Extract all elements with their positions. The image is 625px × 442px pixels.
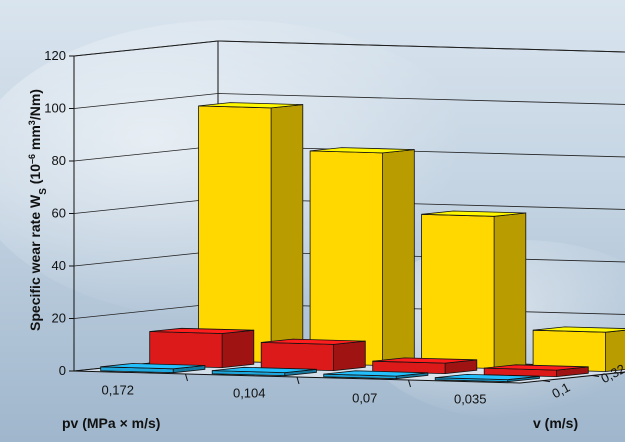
bar-top-face [100,363,205,370]
bar-0,32-0,07 [372,357,478,375]
bar-side-face [493,212,527,369]
bar-0,32-0,172 [149,327,255,369]
bars [100,102,625,383]
bar-top-face [261,338,366,345]
depth-tick-label: 0,1 [549,380,572,402]
bar-side-face [270,104,304,363]
gridline [73,40,625,57]
x-tick-mark [185,373,188,382]
bar-top-face [198,102,303,109]
bar-0,1-0,07 [323,370,429,380]
bar-top-face [484,364,589,371]
y-tick-label: 0 [59,363,66,378]
bar-side-face [382,149,415,366]
bar-top-face [421,210,526,217]
bar-top-face [533,326,625,333]
bar-1,00-0,035 [532,326,625,372]
bar-top-face [212,366,317,374]
bar-top-face [323,370,428,377]
y-tick-label: 80 [52,153,66,168]
bar-top-face [149,327,254,334]
x-tick-label: 0,172 [101,383,134,398]
bar-0,32-0,035 [483,364,589,378]
y-tick-label: 120 [44,48,66,63]
y-axis-ticks: 0 20 40 60 80 100 120 [44,48,66,378]
bar-side-face [221,329,255,369]
bar-front-face [309,150,384,366]
x-tick-mark [408,379,411,388]
y-tick-label: 60 [52,206,66,221]
y-tick-label: 40 [52,258,66,273]
gridline [73,93,625,109]
bar-0,32-0,104 [260,338,366,372]
bar-top-face [372,357,477,364]
bar-top-face [435,373,540,381]
bar-1,00-0,172 [198,102,304,363]
x-tick-label: 0,07 [352,391,377,406]
y-tick-label: 100 [44,101,66,116]
x-axis-ticks: 0,172 0,104 0,07 0,035 [101,373,487,407]
bar-1,00-0,07 [421,210,527,369]
depth-axis-title: v (m/s) [533,415,578,431]
bar-0,1-0,172 [100,363,206,374]
bar-front-face [149,331,223,369]
depth-tick-mark [542,380,551,383]
x-axis-title: pv (MPa × m/s) [62,415,160,431]
bar-0,1-0,104 [211,366,317,377]
bar-front-face [421,213,495,369]
bar-front-face [198,105,272,363]
bar-top-face [310,147,415,154]
bar-front-face [260,341,335,372]
x-tick-label: 0,104 [233,386,266,401]
x-tick-mark [296,376,300,385]
bar-0,1-0,035 [434,373,540,383]
x-tick-label: 0,035 [454,392,487,407]
y-axis-title: Specific wear rate WS (10–6 mm3/Nm) [27,89,49,331]
bar-1,00-0,104 [309,147,415,366]
bar-side-face [333,340,366,372]
y-tick-label: 20 [52,311,66,326]
depth-tick-mark [591,375,600,377]
